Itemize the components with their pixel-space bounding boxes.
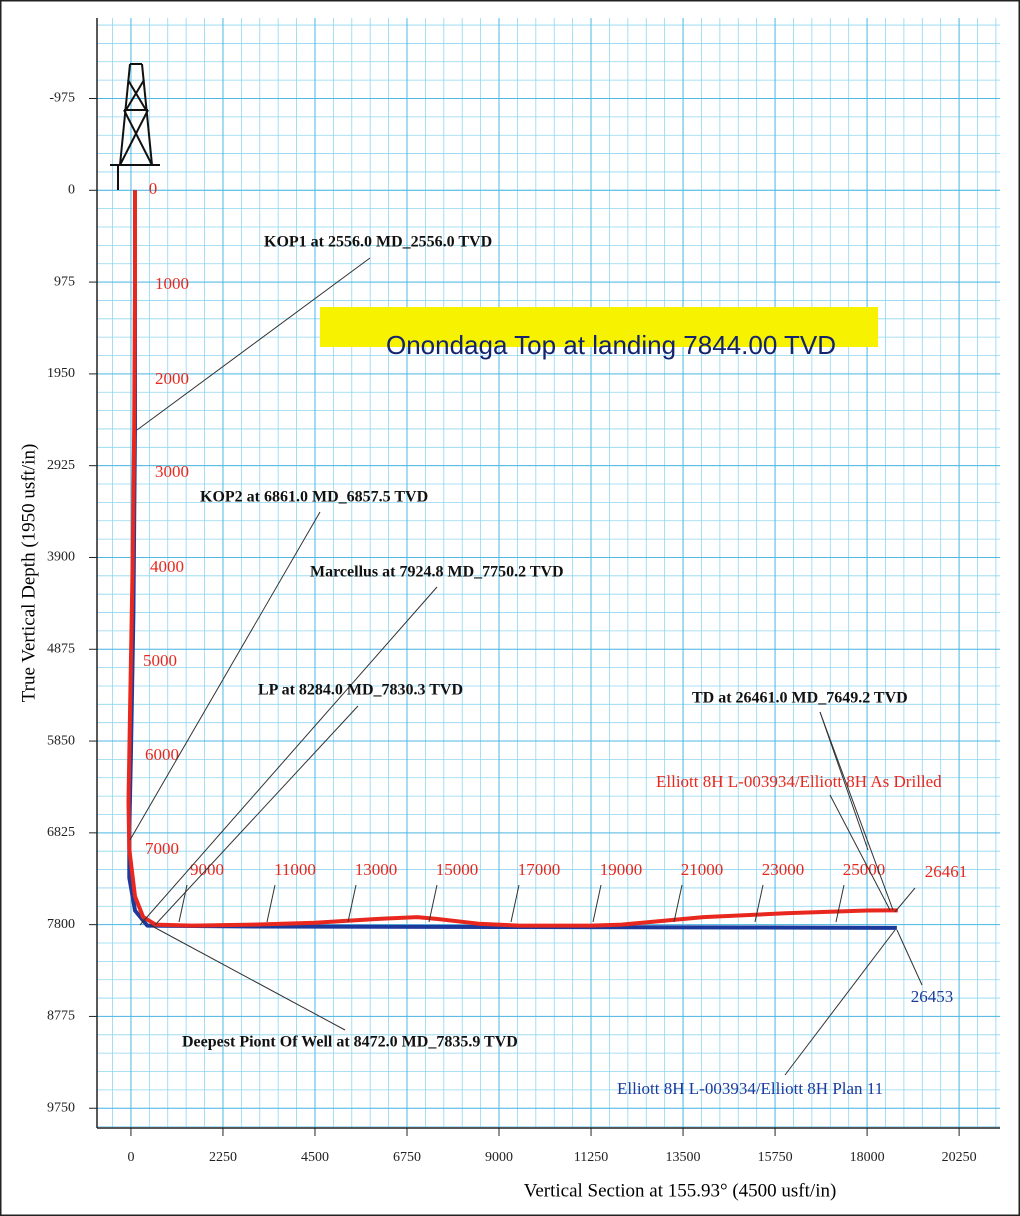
md-label: 23000: [762, 860, 805, 879]
md-label: 17000: [518, 860, 561, 879]
x-tick-label: 0: [127, 1150, 134, 1165]
series-label: Elliott 8H L-003934/Elliott 8H As Drille…: [656, 772, 942, 791]
md-tick: [754, 884, 764, 923]
leader-line: [894, 887, 916, 913]
md-tick: [428, 884, 438, 923]
md-tick: [266, 884, 276, 923]
md-tick: [835, 884, 845, 923]
annotation: KOP1 at 2556.0 MD_2556.0 TVD: [264, 234, 492, 251]
y-tick-label: 1950: [47, 366, 75, 381]
leader-line: [129, 511, 321, 841]
y-tick-label: 3900: [47, 550, 75, 565]
md-tick: [178, 884, 188, 923]
highlight-box: [320, 307, 878, 347]
y-tick-label: 7800: [47, 917, 75, 932]
y-tick-label: 9750: [47, 1100, 75, 1115]
annotation: LP at 8284.0 MD_7830.3 TVD: [258, 682, 463, 699]
md-label: 26461: [925, 862, 968, 881]
annotation: KOP2 at 6861.0 MD_6857.5 TVD: [200, 489, 428, 506]
md-label: 5000: [143, 651, 177, 670]
md-label: 19000: [600, 860, 643, 879]
md-tick: [673, 884, 683, 923]
md-label: 7000: [145, 839, 179, 858]
md-label: 6000: [145, 745, 179, 764]
x-tick-label: 15750: [758, 1150, 793, 1165]
rig-icon: [110, 63, 160, 190]
md-label: 13000: [355, 860, 398, 879]
md-tick: [347, 884, 357, 923]
md-label: 21000: [681, 860, 724, 879]
y-tick-label: 6825: [47, 825, 75, 840]
leader-line: [149, 924, 346, 1031]
leader-line: [819, 711, 894, 911]
x-tick-label: 11250: [574, 1150, 608, 1165]
annotation: Deepest Piont Of Well at 8472.0 MD_7835.…: [182, 1034, 518, 1051]
grid: [97, 18, 1000, 1128]
leader-line: [136, 257, 371, 431]
x-tick-label: 4500: [301, 1150, 329, 1165]
x-tick-label: 6750: [393, 1150, 421, 1165]
x-tick-label: 18000: [850, 1150, 885, 1165]
leader-line: [154, 705, 359, 926]
annotation: Marcellus at 7924.8 MD_7750.2 TVD: [310, 564, 564, 581]
x-tick-label: 13500: [666, 1150, 701, 1165]
md-label: 15000: [436, 860, 479, 879]
y-tick-label: 2925: [47, 458, 75, 473]
md-label: 25000: [843, 860, 886, 879]
x-tick-label: 2250: [209, 1150, 237, 1165]
md-label: 11000: [274, 860, 316, 879]
x-tick-label: 20250: [942, 1150, 977, 1165]
leader-line: [896, 929, 923, 986]
md-label: 4000: [150, 557, 184, 576]
y-axis-title: True Vertical Depth (1950 usft/in): [18, 444, 39, 703]
highlight-text: Onondaga Top at landing 7844.00 TVD: [386, 330, 836, 360]
md-label: 2000: [155, 369, 189, 388]
y-tick-label: -975: [49, 91, 75, 106]
y-tick-label: 975: [54, 274, 75, 289]
series-label: Elliott 8H L-003934/Elliott 8H Plan 11: [617, 1079, 883, 1098]
well-path: [126, 190, 898, 928]
y-tick-label: 0: [68, 183, 75, 198]
md-label: 3000: [155, 462, 189, 481]
x-tick-label: 9000: [485, 1150, 513, 1165]
md-tick: [510, 884, 520, 923]
y-tick-label: 5850: [47, 733, 75, 748]
leader-line: [819, 711, 869, 851]
annotation: TD at 26461.0 MD_7649.2 TVD: [692, 690, 908, 707]
md-label: 1000: [155, 274, 189, 293]
md-tick: [592, 884, 602, 923]
leader-line: [784, 929, 896, 1076]
leader-line: [139, 586, 438, 926]
md-label: 0: [149, 179, 158, 198]
x-axis-title: Vertical Section at 155.93° (4500 usft/i…: [524, 1180, 837, 1201]
y-tick-label: 4875: [47, 641, 75, 656]
md-label: 26453: [911, 987, 954, 1006]
y-tick-label: 8775: [47, 1009, 75, 1024]
leader-line: [829, 794, 891, 911]
